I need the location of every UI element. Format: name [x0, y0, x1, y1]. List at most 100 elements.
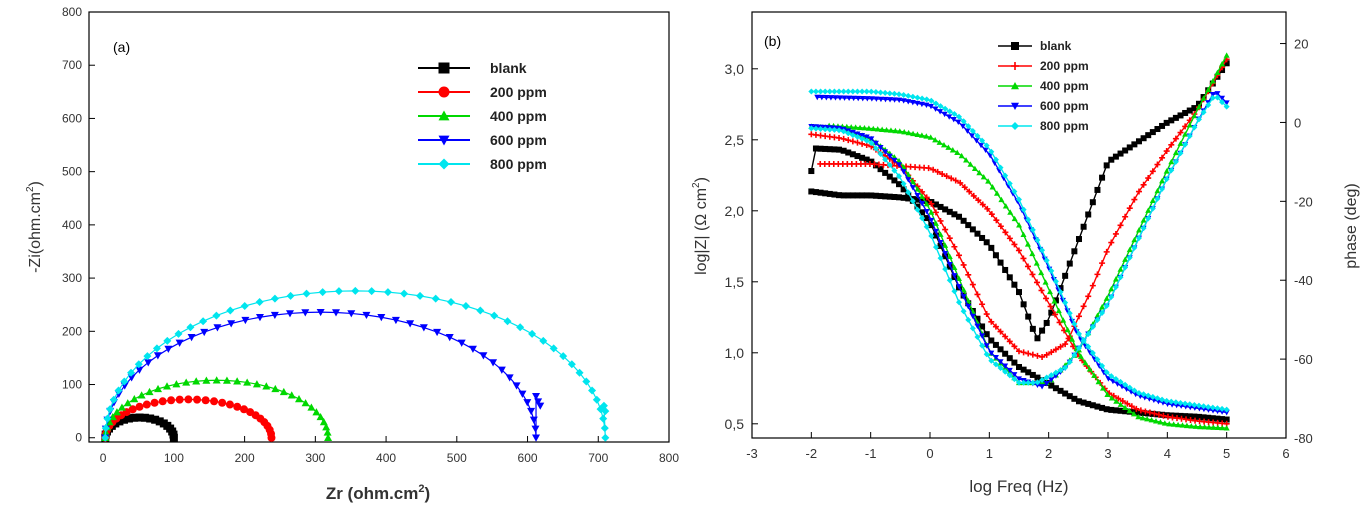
nyquist-x-tick-label: 300	[305, 451, 325, 465]
bode-logz-data-point	[1029, 226, 1036, 233]
bode-phase-data-point	[1062, 272, 1069, 279]
bode-phase-data-point	[1112, 230, 1119, 237]
bode-logz-data-point	[914, 94, 921, 101]
bode-phase-data-point	[1145, 215, 1152, 222]
bode-logz-data-point	[988, 148, 995, 155]
bode-logz-data-point	[891, 90, 898, 97]
bode-phase-data-point	[928, 217, 935, 224]
nyquist-y-tick-label: 200	[62, 324, 82, 338]
bode-phase-data-point	[923, 223, 930, 230]
bode-logz-data-point	[877, 166, 884, 173]
bode-logz-data-point	[1219, 424, 1226, 431]
bode-logz-data-point	[1183, 422, 1190, 429]
bode-logz-data-point	[882, 89, 889, 96]
bode-logz-data-point	[1006, 235, 1013, 242]
bode-x-tick-label: 1	[986, 446, 993, 461]
bode-phase-data-point	[1223, 52, 1230, 58]
bode-phase-data-point	[1117, 266, 1124, 272]
bode-phase-data-point	[877, 151, 884, 157]
nyquist-data-point	[391, 316, 400, 325]
bode-phase-data-point	[1011, 372, 1018, 378]
bode-logz-data-point	[905, 129, 912, 136]
bode-phase-data-point	[969, 281, 976, 288]
bode-phase-data-point	[932, 209, 939, 216]
bode-phase-data-point	[1168, 158, 1175, 165]
bode-phase-data-point	[872, 192, 879, 199]
bode-phase-data-point	[840, 135, 847, 142]
nyquist-data-point	[601, 433, 610, 442]
bode-phase-data-point	[997, 328, 1004, 335]
bode-phase-data-point	[1103, 302, 1110, 309]
bode-logz-data-point	[1163, 397, 1170, 404]
bode-logz-data-point	[863, 88, 870, 95]
bode-phase-data-point	[1048, 377, 1055, 383]
nyquist-legend-item: 800 ppm	[418, 156, 547, 172]
nyquist-data-point	[252, 380, 261, 388]
bode-logz-data-point	[1205, 407, 1212, 413]
bode-right-y-tick-label: 0	[1294, 115, 1301, 130]
nyquist-legend-label: 200 ppm	[490, 84, 547, 100]
bode-phase-data-point	[923, 200, 930, 207]
bode-logz-data-point	[831, 146, 838, 153]
bode-phase-data-point	[1048, 349, 1055, 356]
bode-logz-data-point	[923, 96, 930, 103]
bode-logz-data-point	[1015, 247, 1022, 254]
nyquist-data-point	[600, 424, 609, 433]
bode-logz-data-point	[983, 331, 990, 338]
bode-phase-data-point	[896, 157, 903, 164]
bode-phase-data-point	[1112, 276, 1119, 282]
bode-legend-item: 200 ppm	[998, 59, 1089, 73]
bode-phase-data-point	[1135, 234, 1142, 241]
bode-phase-data-point	[960, 286, 967, 293]
bode-logz-data-point	[937, 103, 944, 110]
bode-phase-data-point	[928, 209, 935, 215]
bode-logz-data-point	[968, 133, 975, 139]
nyquist-data-point	[431, 294, 440, 303]
nyquist-x-tick-label: 200	[235, 451, 255, 465]
nyquist-data-point	[527, 407, 536, 416]
nyquist-data-point	[567, 360, 576, 369]
bode-phase-data-point	[1200, 109, 1207, 116]
nyquist-data-point	[243, 378, 252, 386]
bode-logz-data-point	[1034, 237, 1041, 244]
bode-logz-data-point	[841, 95, 848, 101]
bode-phase-data-point	[1048, 372, 1055, 379]
bode-logz-data-point	[891, 97, 898, 103]
bode-phase-data-point	[1195, 100, 1202, 107]
bode-phase-data-point	[1080, 337, 1087, 344]
bode-logz-data-point	[1066, 310, 1073, 317]
nyquist-x-tick-label: 800	[659, 451, 679, 465]
bode-phase-data-point	[1191, 112, 1198, 119]
bode-phase-data-point	[840, 192, 847, 199]
nyquist-data-point	[117, 403, 126, 411]
bode-logz-data-point	[1077, 353, 1084, 359]
bode-phase-data-point	[909, 185, 916, 191]
nyquist-data-point	[532, 434, 541, 442]
bode-logz-data-point	[967, 161, 974, 167]
bode-logz-data-point	[1223, 410, 1230, 416]
nyquist-data-point	[240, 302, 249, 311]
bode-phase-data-point	[1025, 313, 1032, 320]
bode-logz-data-point	[1122, 381, 1129, 388]
nyquist-legend-marker	[438, 62, 450, 74]
nyquist-data-point	[318, 288, 327, 297]
bode-phase-data-point	[983, 343, 990, 349]
nyquist-data-point	[135, 413, 144, 422]
bode-logz-data-point	[849, 88, 856, 95]
nyquist-data-point	[324, 433, 333, 441]
bode-logz-data-point	[1029, 250, 1036, 257]
bode-logz-data-point	[883, 126, 890, 133]
bode-phase-data-point	[905, 177, 912, 183]
bode-phase-data-point	[1089, 323, 1096, 330]
bode-logz-data-point	[1025, 369, 1032, 376]
bode-x-tick-label: 5	[1223, 446, 1230, 461]
bode-logz-data-point	[887, 127, 894, 133]
bode-logz-data-point	[951, 111, 958, 118]
bode-phase-data-point	[1085, 330, 1092, 337]
bode-phase-data-point	[1140, 135, 1147, 142]
nyquist-y-tick-label: 400	[62, 218, 82, 232]
bode-logz-data-point	[997, 223, 1004, 230]
nyquist-data-point	[184, 395, 193, 404]
bode-logz-data-point	[879, 126, 886, 132]
bode-phase-data-point	[1094, 316, 1101, 323]
